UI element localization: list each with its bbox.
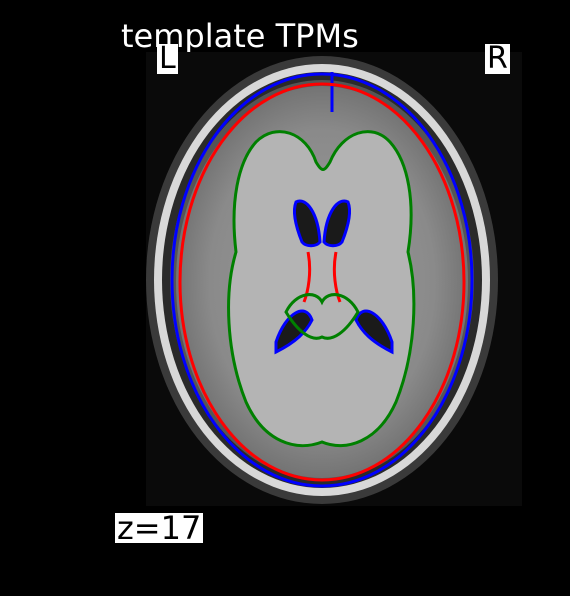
right-orientation-label: R xyxy=(485,41,510,76)
ventricle-left-occipital xyxy=(276,311,312,352)
csf-ventricle-contour-front xyxy=(292,199,352,248)
csf-outer-contour xyxy=(170,72,474,488)
white-matter-contour xyxy=(227,130,416,448)
ventricle-right-occipital xyxy=(356,311,392,352)
white-matter-inner-contour xyxy=(284,293,360,340)
brain-slice-image xyxy=(146,52,522,506)
brain-slice-panel xyxy=(146,52,522,506)
csf-ventricle-contour-back xyxy=(274,309,394,355)
gray-matter-outer-contour xyxy=(178,82,466,482)
slice-coordinate-label: z=17 xyxy=(115,509,204,547)
gray-matter-inner-contour xyxy=(302,251,342,303)
left-orientation-label: L xyxy=(157,41,178,76)
white-matter xyxy=(228,131,414,446)
